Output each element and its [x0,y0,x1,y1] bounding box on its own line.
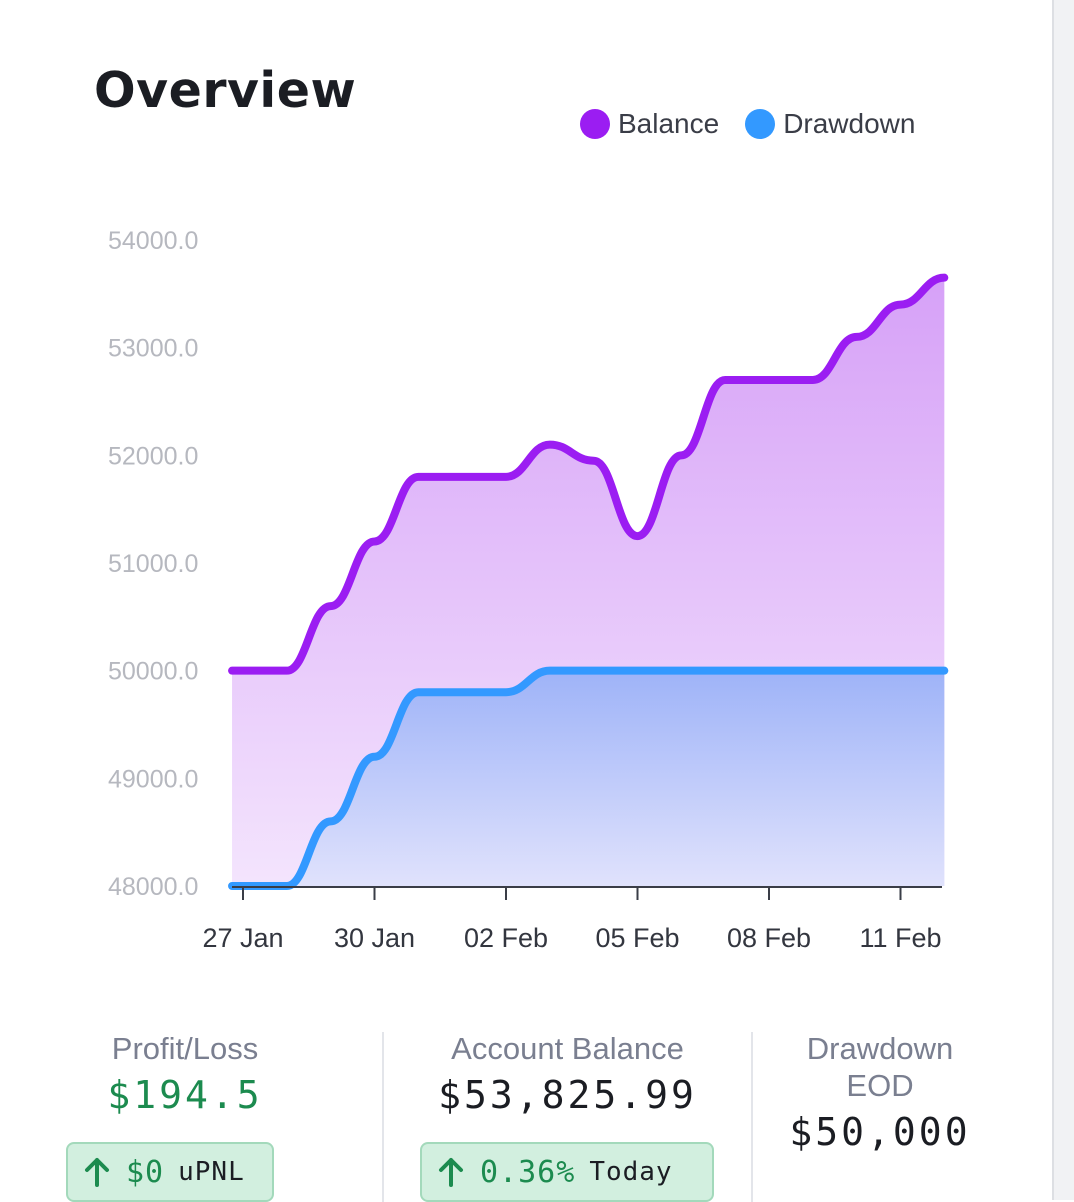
legend-item-balance[interactable]: Balance [580,108,719,140]
profit-loss-value: $194.5 [107,1073,263,1117]
x-tick-label: 02 Feb [464,923,548,953]
y-tick-label: 51000.0 [108,550,198,578]
legend-label-drawdown: Drawdown [783,108,916,139]
drawdown-dot-icon [745,109,776,139]
balance-line [228,273,949,675]
profit-loss-stat: Profit/Loss $194.5 [60,1030,310,1117]
y-tick-label: 53000.0 [108,335,198,363]
arrow-up-icon [85,1158,109,1187]
y-tick-label: 49000.0 [108,765,198,793]
y-tick-label: 48000.0 [108,873,198,901]
drawdown-eod-label: Drawdown EOD [806,1031,954,1103]
x-tick-label: 08 Feb [727,923,811,953]
scrollbar-track[interactable] [1052,0,1074,1200]
y-tick-label: 50000.0 [108,658,198,686]
drawdown-area [232,670,945,886]
x-tick-label: 05 Feb [595,923,679,953]
legend-item-drawdown[interactable]: Drawdown [745,108,915,140]
chart-legend: Balance Drawdown [580,108,941,140]
arrow-up-icon [439,1158,463,1187]
upnl-label: uPNL [178,1157,245,1187]
balance-drawdown-chart: 54000.0 53000.0 52000.0 51000.0 50000.0 49000… [108,227,949,953]
drawdown-eod-stat: Drawdown EOD $50,000 [770,1030,990,1154]
upnl-value: $0 [126,1154,165,1190]
stats-divider [751,1032,753,1202]
drawdown-line [228,666,949,890]
x-tick-label: 30 Jan [334,923,415,953]
x-tick-label: 27 Jan [202,923,283,953]
y-tick-label: 52000.0 [108,442,198,470]
legend-label-balance: Balance [618,108,720,139]
today-change-label: Today [589,1157,673,1187]
profit-loss-label: Profit/Loss [111,1031,259,1066]
stats-divider [382,1032,384,1202]
account-balance-value: $53,825.99 [438,1073,697,1117]
drawdown-eod-value: $50,000 [789,1110,971,1154]
account-balance-stat: Account Balance $53,825.99 [400,1030,735,1117]
today-change-badge: 0.36% Today [420,1142,714,1202]
today-change-value: 0.36% [480,1154,576,1190]
y-tick-label: 54000.0 [108,227,198,255]
page-title: Overview [94,62,357,119]
x-tick-label: 11 Feb [859,923,941,953]
upnl-badge: $0 uPNL [66,1142,274,1202]
balance-dot-icon [580,109,610,139]
account-balance-label: Account Balance [451,1031,684,1066]
